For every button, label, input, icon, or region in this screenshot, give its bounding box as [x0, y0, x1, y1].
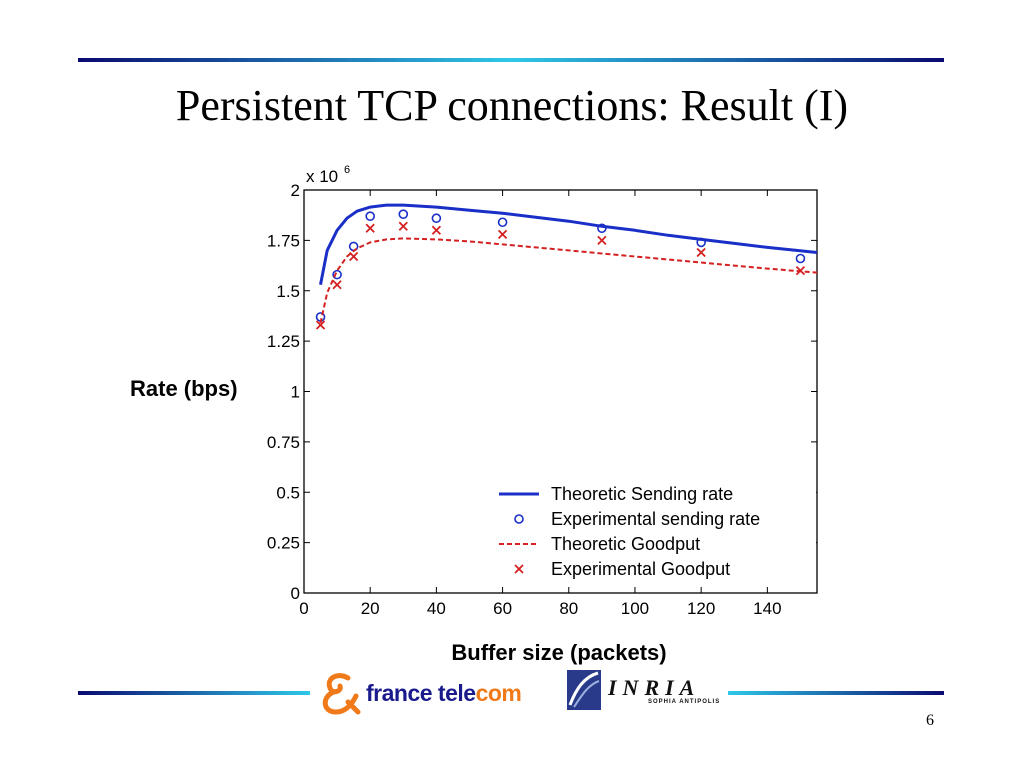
data-point-cross [398, 221, 408, 231]
data-point-cross [795, 265, 806, 276]
inria-emblem-icon [567, 670, 601, 710]
axis-tick-labels: 0 20 40 60 80 100 120 140 0 0.25 0.5 0.75 1 1.25 1.5 1.… [267, 181, 782, 618]
legend-label: Experimental sending rate [551, 509, 760, 529]
data-point-circle [795, 253, 806, 264]
y-tick-label: 1.25 [267, 332, 300, 351]
x-tick-label: 80 [559, 599, 578, 618]
series-theoretic-sending-rate [319, 203, 818, 285]
inria-subtitle: SOPHIA ANTIPOLIS [648, 699, 721, 705]
series-line [319, 237, 818, 324]
y-exponent-power: 6 [344, 164, 350, 176]
data-point-cross [696, 247, 706, 258]
data-point-circle [332, 269, 342, 280]
legend-swatch-circle [514, 514, 524, 524]
france-telecom-swirl-icon [322, 673, 361, 715]
data-point-cross [431, 225, 442, 235]
series-line [319, 203, 818, 285]
series-layer [315, 203, 818, 330]
footer-rule-right [728, 691, 944, 695]
x-tick-label: 40 [427, 599, 446, 618]
x-marker-stroke [514, 564, 524, 574]
x-marker-stroke [597, 235, 607, 246]
y-tick-label: 0.5 [276, 483, 300, 502]
x-marker-stroke [315, 320, 326, 330]
legend-swatch-cross [514, 564, 524, 574]
y-exponent-label: x 10 [306, 167, 338, 186]
x-tick-label: 0 [299, 599, 308, 618]
x-marker-stroke [696, 247, 706, 258]
x-marker-stroke [795, 265, 806, 276]
y-tick-label: 0.25 [267, 534, 300, 553]
data-point-circle [398, 209, 409, 219]
y-tick-label: 0 [291, 584, 300, 603]
x-marker-stroke [332, 280, 342, 290]
data-point-cross [332, 280, 342, 290]
x-tick-label: 100 [621, 599, 649, 618]
x-axis-label-wrap: Buffer size (packets) [0, 640, 1024, 666]
legend-item: Experimental sending rate [514, 509, 760, 529]
data-point-cross [365, 223, 375, 233]
legend-label: Theoretic Goodput [551, 534, 700, 554]
data-point-cross [597, 235, 607, 246]
legend-item: Theoretic Sending rate [499, 484, 733, 504]
y-tick-label: 1.5 [276, 282, 300, 301]
x-marker-stroke [497, 229, 508, 239]
y-tick-label: 1 [291, 383, 300, 402]
x-tick-label: 20 [361, 599, 380, 618]
legend-label: Theoretic Sending rate [551, 484, 733, 504]
data-point-circle [696, 237, 706, 248]
y-tick-label: 0.75 [267, 433, 300, 452]
y-tick-label: 1.75 [267, 231, 300, 250]
axis-ticks [303, 189, 817, 594]
page-number: 6 [926, 712, 934, 729]
series-theoretic-goodput [319, 237, 818, 324]
title-rule-top [78, 58, 944, 62]
x-marker-stroke [398, 221, 408, 231]
legend-label: Experimental Goodput [551, 559, 730, 579]
x-tick-label: 60 [493, 599, 512, 618]
x-axis-label: Buffer size (packets) [451, 640, 667, 665]
data-point-circle [597, 223, 607, 234]
data-point-cross [349, 251, 359, 262]
inria-logo: INRIA SOPHIA ANTIPOLIS [566, 668, 720, 712]
data-point-cross [315, 320, 326, 330]
x-marker-stroke [365, 223, 375, 233]
x-marker-stroke [431, 225, 442, 235]
legend-background [493, 478, 816, 584]
inria-wordmark: INRIA [608, 675, 701, 700]
legend-item: Experimental Goodput [514, 559, 730, 579]
y-tick-label: 2 [291, 181, 300, 200]
x-marker-stroke [349, 251, 359, 262]
data-point-circle [431, 213, 442, 224]
series-experimental-goodput [315, 221, 806, 330]
x-tick-label: 120 [687, 599, 715, 618]
slide-title: Persistent TCP connections: Result (I) [175, 81, 849, 130]
footer-rule-left [78, 691, 310, 695]
x-tick-label: 140 [753, 599, 781, 618]
france-telecom-logo: france telecom [318, 670, 522, 716]
data-point-circle [497, 217, 508, 228]
y-axis-label: Rate (bps) [130, 376, 238, 401]
chart-legend: Theoretic Sending rate Experimental sendi… [493, 478, 816, 584]
series-experimental-sending-rate [315, 209, 806, 322]
rate-vs-buffer-chart: 0 20 40 60 80 100 120 140 0 0.25 0.5 0.75 1 1.25 1.5 1.… [267, 164, 818, 618]
data-point-circle [365, 211, 375, 221]
legend-item: Theoretic Goodput [499, 534, 700, 554]
france-telecom-wordmark: france telecom [366, 679, 522, 706]
data-point-cross [497, 229, 508, 239]
